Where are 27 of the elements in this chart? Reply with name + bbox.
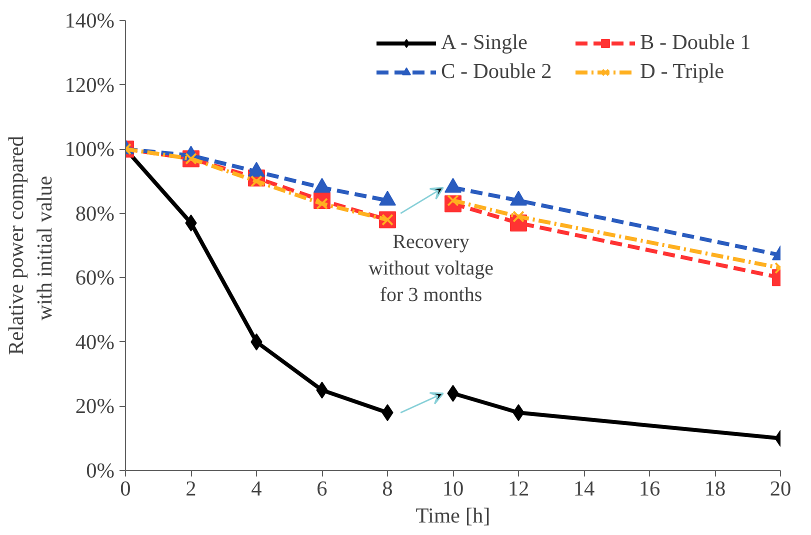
x-tick-label: 2 (186, 476, 196, 500)
y-tick-label: 20% (75, 394, 115, 418)
x-tick-label: 4 (251, 476, 262, 500)
x-tick-label: 18 (704, 476, 726, 500)
x-tick-label: 14 (573, 476, 595, 500)
legend-label: A - Single (441, 30, 528, 55)
legend-label: C - Double 2 (441, 59, 553, 84)
x-axis-title: Time [h] (416, 504, 490, 528)
y-tick-label: 80% (75, 201, 115, 226)
x-tick-label: 0 (120, 476, 131, 500)
legend-label: B - Double 1 (640, 30, 752, 55)
y-tick-label: 100% (64, 137, 115, 162)
x-tick-label: 10 (442, 476, 464, 500)
annotation: Recovery without voltage for 3 months (368, 231, 494, 306)
y-tick-label: 120% (64, 72, 115, 97)
y-tick-label: 140% (64, 8, 115, 32)
x-tick-label: 20 (770, 476, 792, 500)
y-axis-title: Relative power compared with initial value (4, 136, 57, 356)
x-tick-label: 6 (316, 476, 328, 500)
x-tick-label: 12 (508, 476, 530, 500)
point (185, 214, 197, 232)
y-tick-label: 40% (75, 330, 115, 354)
y-tick-label: 60% (75, 266, 115, 290)
x-tick-label: 16 (638, 476, 660, 500)
legend-label: D - Triple (640, 59, 726, 84)
x-tick-label: 8 (382, 476, 393, 500)
y-tick-label: 0% (86, 458, 115, 482)
